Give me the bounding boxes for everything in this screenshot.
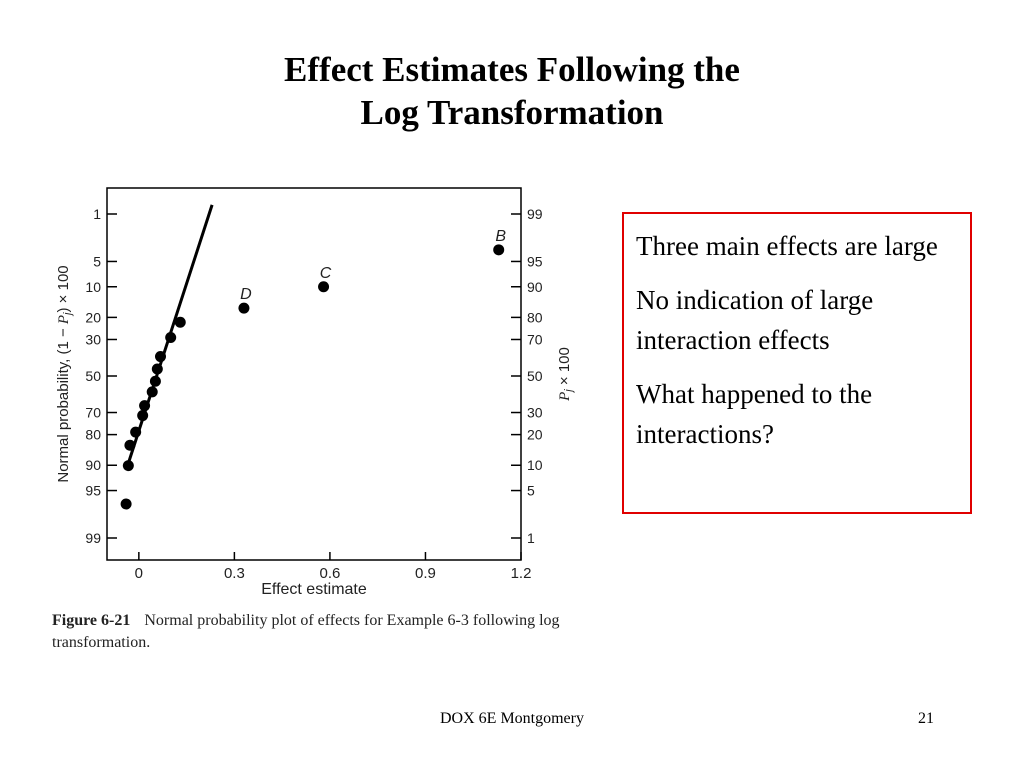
point-label: B	[495, 228, 506, 245]
data-point	[122, 460, 134, 472]
y-tick-label-left: 95	[85, 483, 101, 499]
slide-title-line-1: Effect Estimates Following the	[284, 50, 740, 89]
y-tick-label-right: 20	[527, 427, 543, 443]
callout-point: No indication of large interaction effec…	[636, 285, 874, 355]
data-point	[120, 498, 132, 510]
plot-frame	[106, 187, 522, 561]
x-tick-label: 0.3	[224, 565, 245, 582]
y-tick-label-right: 30	[527, 405, 543, 421]
data-point	[146, 386, 158, 398]
y-tick-label-left: 5	[93, 253, 101, 269]
x-tick-label: 0.6	[319, 565, 340, 582]
data-point	[130, 426, 142, 438]
data-point	[124, 439, 136, 451]
y-tick-label-left: 50	[85, 368, 101, 384]
figure-caption-text: Normal probability plot of effects for E…	[52, 612, 560, 651]
callout-point: What happened to the interactions?	[636, 379, 873, 449]
point-label: C	[320, 265, 332, 282]
y-tick-label-left: 70	[85, 405, 101, 421]
y-tick-label-right: 99	[527, 206, 543, 222]
slide-title: Effect Estimates Following the Log Trans…	[0, 48, 1024, 134]
y-tick-label-right: 10	[527, 457, 543, 473]
y-tick-label-left: 80	[85, 427, 101, 443]
callout-point: Three main effects are large	[636, 231, 938, 261]
callout-box: Three main effects are large No indicati…	[622, 212, 972, 514]
data-point	[318, 281, 330, 293]
data-point	[165, 331, 177, 343]
y-tick-label-left: 99	[85, 530, 101, 546]
figure-number: Figure 6-21	[52, 612, 131, 629]
y-axis-label-right: Pj × 100	[556, 347, 575, 402]
points-layer: D C B	[120, 228, 506, 510]
data-point	[493, 244, 505, 256]
figure-caption: Figure 6-21 Normal probability plot of ef…	[52, 610, 592, 654]
data-point	[149, 375, 161, 387]
y-tick-label-right: 70	[527, 331, 543, 347]
footer-source: DOX 6E Montgomery	[440, 710, 584, 727]
y-tick-label-left: 20	[85, 309, 101, 325]
x-axis-label: Effect estimate	[261, 581, 367, 598]
y-tick-label-left: 90	[85, 457, 101, 473]
slide-title-line-2: Log Transformation	[360, 93, 664, 132]
point-label: D	[240, 286, 252, 303]
y-tick-label-right: 95	[527, 253, 543, 269]
y-tick-label-right: 90	[527, 279, 543, 295]
y-tick-label-right: 50	[527, 368, 543, 384]
y-tick-label-right: 5	[527, 483, 535, 499]
data-point	[137, 410, 149, 422]
data-point	[139, 400, 151, 412]
y-tick-label-right: 1	[527, 530, 535, 546]
y-tick-label-left: 10	[85, 279, 101, 295]
data-point	[151, 363, 163, 375]
page-number: 21	[918, 710, 934, 727]
data-point	[238, 302, 250, 314]
y-tick-label-right: 80	[527, 309, 543, 325]
y-axis-label-left: Normal probability, (1 − Pj) × 100	[55, 265, 74, 482]
y-tick-label-left: 1	[93, 206, 101, 222]
x-tick-label: 0.9	[415, 565, 436, 582]
data-point	[155, 351, 167, 363]
data-point	[174, 316, 186, 328]
normal-probability-plot: 0 0.3 0.6 0.9 1.2 1 99 5 95 10 90 20 80 30 70 50 50 70 30 8…	[55, 187, 575, 598]
tick-layer: 0 0.3 0.6 0.9 1.2 1 99 5 95 10 90 20 80 30 70 50 50 70 30 8…	[85, 206, 542, 582]
x-tick-label: 1.2	[511, 565, 532, 582]
x-tick-label: 0	[135, 565, 143, 582]
y-tick-label-left: 30	[85, 331, 101, 347]
